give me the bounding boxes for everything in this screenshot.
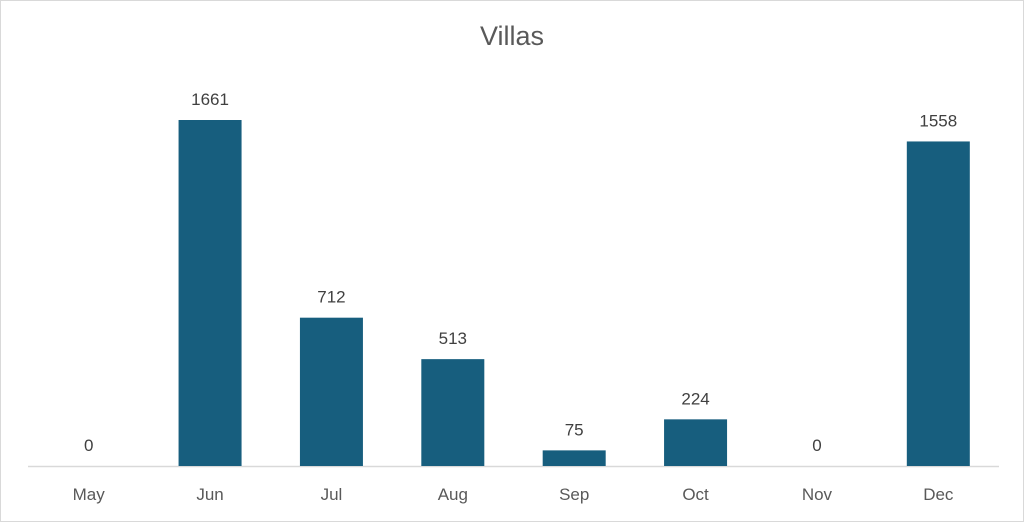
data-label-may: 0 xyxy=(84,436,93,455)
x-tick-label-sep: Sep xyxy=(559,485,589,504)
x-tick-label-jun: Jun xyxy=(196,485,223,504)
x-tick-label-oct: Oct xyxy=(682,485,709,504)
x-tick-label-jul: Jul xyxy=(321,485,343,504)
x-tick-label-dec: Dec xyxy=(923,485,954,504)
chart-title: Villas xyxy=(479,21,545,51)
x-tick-label-nov: Nov xyxy=(802,485,833,504)
data-label-sep: 75 xyxy=(565,420,584,439)
bar-aug xyxy=(421,359,485,466)
x-tick-label-may: May xyxy=(73,485,106,504)
bar-sep xyxy=(542,450,606,466)
bar-jun xyxy=(178,120,242,466)
data-label-jun: 1661 xyxy=(191,90,229,109)
data-label-nov: 0 xyxy=(812,436,821,455)
bar-jul xyxy=(299,317,363,466)
data-label-dec: 1558 xyxy=(919,111,957,130)
bar-dec xyxy=(906,141,970,466)
data-label-jul: 712 xyxy=(317,288,345,307)
data-label-aug: 513 xyxy=(439,329,467,348)
x-tick-label-aug: Aug xyxy=(438,485,468,504)
bar-oct xyxy=(664,419,728,466)
data-label-oct: 224 xyxy=(681,389,709,408)
